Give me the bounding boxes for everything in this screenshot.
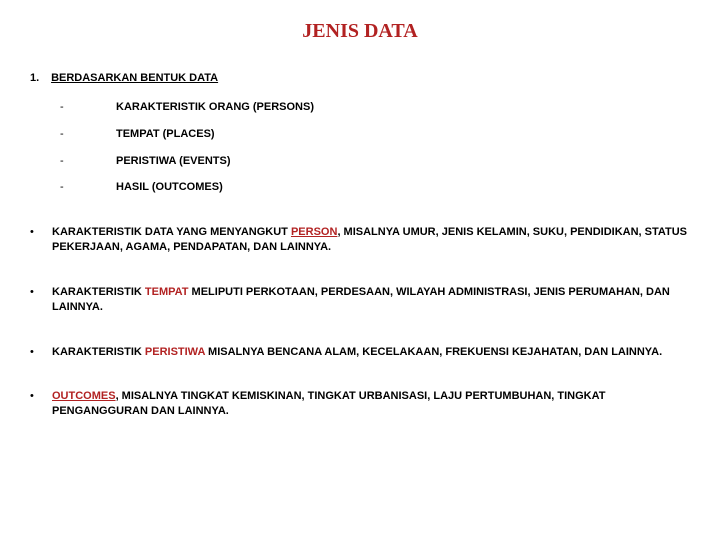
bullet-item: • KARAKTERISTIK TEMPAT MELIPUTI PERKOTAA…	[30, 285, 690, 315]
bullet-paragraph: KARAKTERISTIK TEMPAT MELIPUTI PERKOTAAN,…	[52, 285, 690, 315]
bullet-tail: MISALNYA BENCANA ALAM, KECELAKAAN, FREKU…	[205, 346, 662, 358]
bullet-lead: KARAKTERISTIK DATA YANG MENYANGKUT	[52, 226, 291, 238]
list-item: - KARAKTERISTIK ORANG (PERSONS)	[60, 100, 690, 115]
bullet-paragraph: OUTCOMES, MISALNYA TINGKAT KEMISKINAN, T…	[52, 389, 690, 419]
dash-icon: -	[60, 100, 116, 115]
bullet-icon: •	[30, 389, 52, 419]
bullet-accent: OUTCOMES	[52, 390, 116, 402]
bullet-paragraph: KARAKTERISTIK DATA YANG MENYANGKUT PERSO…	[52, 225, 690, 255]
bullet-icon: •	[30, 345, 52, 360]
bullet-item: • OUTCOMES, MISALNYA TINGKAT KEMISKINAN,…	[30, 389, 690, 419]
list-item: - PERISTIWA (EVENTS)	[60, 154, 690, 169]
bullet-icon: •	[30, 225, 52, 255]
bullet-paragraph: KARAKTERISTIK PERISTIWA MISALNYA BENCANA…	[52, 345, 690, 360]
bullet-tail: , MISALNYA TINGKAT KEMISKINAN, TINGKAT U…	[52, 390, 605, 417]
list-item: - TEMPAT (PLACES)	[60, 127, 690, 142]
bullet-item: • KARAKTERISTIK PERISTIWA MISALNYA BENCA…	[30, 345, 690, 360]
dash-icon: -	[60, 154, 116, 169]
list-item: - HASIL (OUTCOMES)	[60, 180, 690, 195]
bullet-accent: PERSON	[291, 226, 337, 238]
bullet-icon: •	[30, 285, 52, 315]
list-item-text: KARAKTERISTIK ORANG (PERSONS)	[116, 100, 314, 115]
bullet-accent: TEMPAT	[145, 286, 189, 298]
slide-title: JENIS DATA	[30, 18, 690, 45]
dash-icon: -	[60, 180, 116, 195]
dash-list: - KARAKTERISTIK ORANG (PERSONS) - TEMPAT…	[60, 100, 690, 195]
bullet-lead: KARAKTERISTIK	[52, 286, 145, 298]
bullet-accent: PERISTIWA	[145, 346, 205, 358]
bullet-list: • KARAKTERISTIK DATA YANG MENYANGKUT PER…	[30, 225, 690, 419]
bullet-item: • KARAKTERISTIK DATA YANG MENYANGKUT PER…	[30, 225, 690, 255]
bullet-lead: KARAKTERISTIK	[52, 346, 145, 358]
section-heading-text: BERDASARKAN BENTUK DATA	[51, 72, 218, 84]
section-heading: 1. BERDASARKAN BENTUK DATA	[30, 71, 690, 86]
dash-icon: -	[60, 127, 116, 142]
list-item-text: TEMPAT (PLACES)	[116, 127, 215, 142]
list-item-text: PERISTIWA (EVENTS)	[116, 154, 231, 169]
section-number: 1.	[30, 71, 48, 86]
list-item-text: HASIL (OUTCOMES)	[116, 180, 223, 195]
